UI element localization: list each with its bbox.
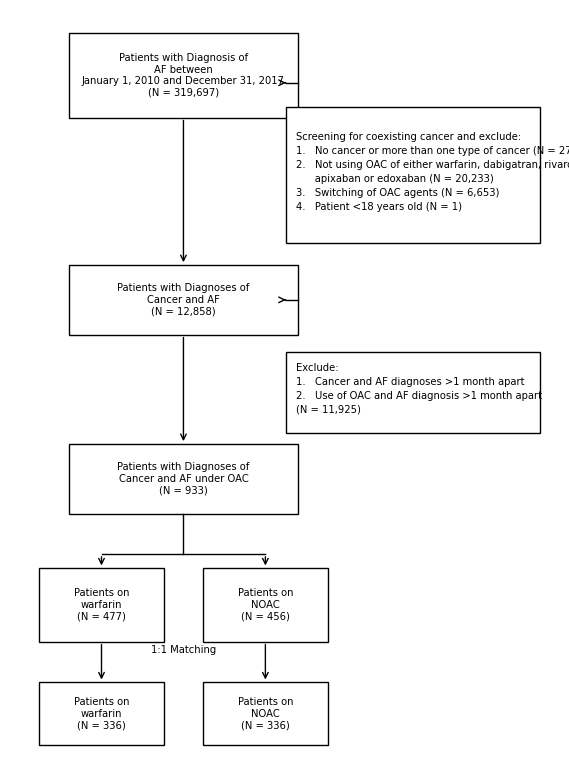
FancyBboxPatch shape (286, 107, 540, 243)
FancyBboxPatch shape (69, 34, 298, 118)
Text: Patients with Diagnosis of
AF between
January 1, 2010 and December 31, 2017
(N =: Patients with Diagnosis of AF between Ja… (82, 53, 285, 98)
Text: Patients with Diagnoses of
Cancer and AF under OAC
(N = 933): Patients with Diagnoses of Cancer and AF… (117, 462, 250, 495)
FancyBboxPatch shape (286, 352, 540, 432)
Text: Patients on
warfarin
(N = 477): Patients on warfarin (N = 477) (74, 588, 129, 622)
Text: Patients on
NOAC
(N = 336): Patients on NOAC (N = 336) (238, 697, 293, 730)
FancyBboxPatch shape (69, 444, 298, 513)
FancyBboxPatch shape (39, 682, 164, 745)
Text: Patients with Diagnoses of
Cancer and AF
(N = 12,858): Patients with Diagnoses of Cancer and AF… (117, 283, 250, 316)
Text: Exclude:
1.   Cancer and AF diagnoses >1 month apart
2.   Use of OAC and AF diag: Exclude: 1. Cancer and AF diagnoses >1 m… (296, 363, 542, 415)
Text: 1:1 Matching: 1:1 Matching (151, 646, 216, 656)
FancyBboxPatch shape (69, 265, 298, 335)
FancyBboxPatch shape (203, 682, 328, 745)
Text: Screening for coexisting cancer and exclude:
1.   No cancer or more than one typ: Screening for coexisting cancer and excl… (296, 131, 569, 212)
FancyBboxPatch shape (203, 568, 328, 642)
FancyBboxPatch shape (39, 568, 164, 642)
Text: Patients on
warfarin
(N = 336): Patients on warfarin (N = 336) (74, 697, 129, 730)
Text: Patients on
NOAC
(N = 456): Patients on NOAC (N = 456) (238, 588, 293, 622)
